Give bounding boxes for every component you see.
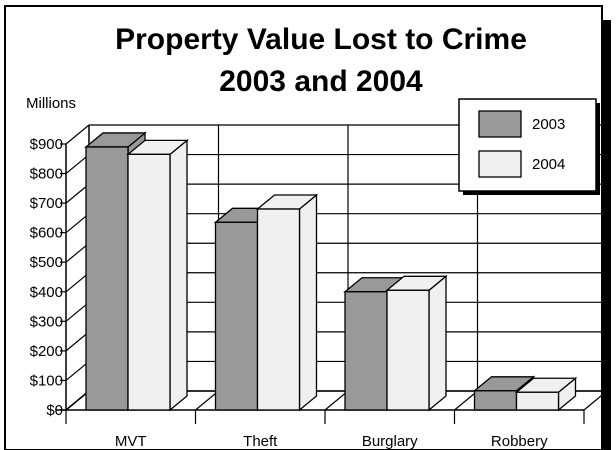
legend-swatch-2004 bbox=[478, 150, 522, 178]
bar-front-face bbox=[127, 153, 171, 411]
bar-robbery-2004 bbox=[514, 376, 578, 412]
legend: 2003 2004 bbox=[458, 98, 600, 195]
floor-divider bbox=[454, 390, 478, 411]
bar-front-face bbox=[85, 146, 129, 411]
y-tick-label: $200 bbox=[30, 343, 63, 360]
y-tick-label: $500 bbox=[30, 254, 63, 271]
y-tick-label: $900 bbox=[30, 136, 63, 153]
bar-front-face bbox=[515, 391, 560, 411]
y-tick-label: $600 bbox=[30, 225, 63, 242]
bar-front-face bbox=[344, 291, 388, 411]
x-tick-labels: MVT Theft Burglary Robbery bbox=[115, 433, 548, 450]
bar-front-face bbox=[386, 289, 430, 411]
side-gridline bbox=[65, 124, 90, 145]
y-tick-label: $400 bbox=[30, 284, 63, 301]
bar-mvt-2004 bbox=[126, 138, 189, 412]
side-gridline bbox=[65, 242, 90, 263]
bar-front-face bbox=[214, 221, 259, 411]
floor-divider bbox=[324, 390, 349, 411]
bar-side-face bbox=[428, 274, 447, 412]
x-tick-label: Burglary bbox=[362, 433, 418, 450]
y-tick-label: $700 bbox=[30, 195, 63, 212]
side-gridline bbox=[65, 272, 90, 293]
y-axis-label: Millions bbox=[26, 95, 76, 112]
x-tick-label: Robbery bbox=[491, 433, 548, 450]
bar-front-face bbox=[256, 208, 301, 411]
x-tick-label: Theft bbox=[243, 433, 278, 450]
floor-divider bbox=[195, 390, 219, 411]
y-tick-label: $800 bbox=[30, 166, 63, 183]
bar-side-face bbox=[298, 193, 318, 412]
legend-label-2004: 2004 bbox=[532, 156, 565, 173]
bars bbox=[84, 131, 578, 412]
side-gridline bbox=[65, 213, 90, 234]
y-tick-label: $0 bbox=[46, 402, 63, 419]
chart-title-line-2: 2003 and 2004 bbox=[219, 65, 423, 98]
bar-front-face bbox=[473, 390, 518, 411]
y-tick-labels: $0 $100 $200 $300 $400 $500 $600 $700 $800 $900 bbox=[30, 136, 63, 419]
side-gridline bbox=[65, 154, 90, 175]
side-gridline bbox=[65, 183, 90, 204]
y-tick-label: $300 bbox=[30, 313, 63, 330]
legend-label-2003: 2003 bbox=[532, 116, 565, 133]
bar-burglary-2004 bbox=[385, 274, 448, 412]
side-gridline bbox=[65, 360, 90, 381]
x-tick-label: MVT bbox=[115, 433, 147, 450]
legend-swatch-2003 bbox=[478, 110, 522, 138]
chart-title-line-1: Property Value Lost to Crime bbox=[115, 23, 527, 56]
chart-shadow-right bbox=[603, 20, 611, 450]
y-tick-label: $100 bbox=[30, 372, 63, 389]
side-gridline bbox=[65, 301, 90, 322]
side-gridline bbox=[65, 331, 90, 352]
bar-side-face bbox=[169, 138, 188, 412]
floor-right-edge bbox=[583, 390, 608, 411]
bar-theft-2004 bbox=[255, 193, 319, 412]
side-gridline bbox=[65, 390, 90, 411]
